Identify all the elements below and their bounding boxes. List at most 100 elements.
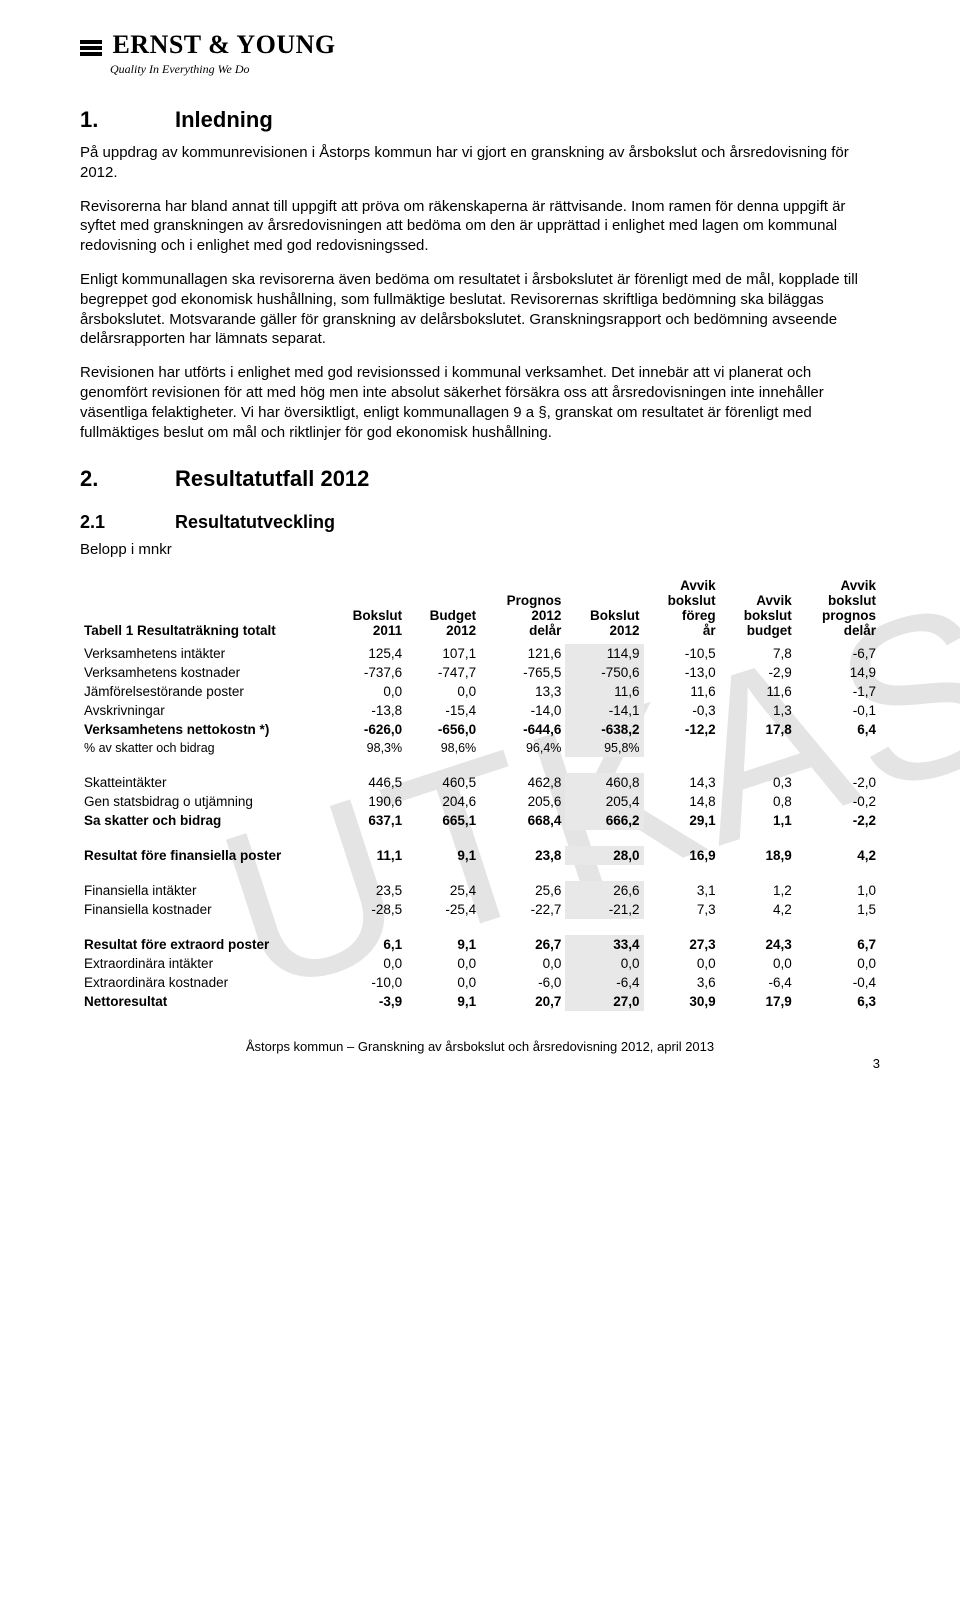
row-value: 13,3 — [480, 682, 565, 701]
row-value: 3,6 — [644, 973, 720, 992]
row-value: -644,6 — [480, 720, 565, 739]
row-value: 20,7 — [480, 992, 565, 1011]
row-value: -1,7 — [796, 682, 880, 701]
row-value: 462,8 — [480, 773, 565, 792]
row-value: 460,5 — [406, 773, 480, 792]
row-value: 0,0 — [328, 682, 406, 701]
row-value: 9,1 — [406, 992, 480, 1011]
row-value: 121,6 — [480, 644, 565, 663]
row-value: -0,3 — [644, 701, 720, 720]
row-value: 11,6 — [644, 682, 720, 701]
row-value: 665,1 — [406, 811, 480, 830]
row-value: -25,4 — [406, 900, 480, 919]
row-value: -750,6 — [565, 663, 643, 682]
row-value: -10,5 — [644, 644, 720, 663]
row-value — [796, 739, 880, 757]
row-value: -14,0 — [480, 701, 565, 720]
row-value: 6,3 — [796, 992, 880, 1011]
row-value: 1,1 — [720, 811, 796, 830]
row-value: 0,0 — [406, 682, 480, 701]
row-value: -626,0 — [328, 720, 406, 739]
row-value: 0,3 — [720, 773, 796, 792]
table-row: Nettoresultat-3,99,120,727,030,917,96,3 — [80, 992, 880, 1011]
row-value: 95,8% — [565, 739, 643, 757]
table-spacer — [80, 757, 880, 773]
row-value: 7,3 — [644, 900, 720, 919]
row-value: 0,0 — [644, 954, 720, 973]
row-value: 0,0 — [328, 954, 406, 973]
row-value: 0,0 — [565, 954, 643, 973]
row-value: 9,1 — [406, 846, 480, 865]
row-value: 6,1 — [328, 935, 406, 954]
row-value: 25,6 — [480, 881, 565, 900]
row-label: Sa skatter och bidrag — [80, 811, 328, 830]
row-value: 11,6 — [720, 682, 796, 701]
row-value: -15,4 — [406, 701, 480, 720]
company-logo: ERNST & YOUNG Quality In Everything We D… — [80, 30, 880, 77]
row-value: -3,9 — [328, 992, 406, 1011]
row-value: -6,4 — [720, 973, 796, 992]
table-body: Verksamhetens intäkter125,4107,1121,6114… — [80, 644, 880, 1011]
resultat-table: Tabell 1 Resultaträkning totalt Bokslut2… — [80, 576, 880, 1011]
row-value: -6,7 — [796, 644, 880, 663]
row-label: Verksamhetens nettokostn *) — [80, 720, 328, 739]
row-value: -0,4 — [796, 973, 880, 992]
row-value: -6,4 — [565, 973, 643, 992]
table-row: Skatteintäkter446,5460,5462,8460,814,30,… — [80, 773, 880, 792]
section-1-paragraph-4: Revisionen har utförts i enlighet med go… — [80, 363, 880, 442]
row-value: 11,1 — [328, 846, 406, 865]
table-row: Verksamhetens kostnader-737,6-747,7-765,… — [80, 663, 880, 682]
row-value: 666,2 — [565, 811, 643, 830]
units-note: Belopp i mnkr — [80, 541, 880, 558]
table-row: Sa skatter och bidrag637,1665,1668,4666,… — [80, 811, 880, 830]
section-2-1-heading: 2.1Resultatutveckling — [80, 512, 880, 533]
row-value: 0,8 — [720, 792, 796, 811]
row-value: 205,6 — [480, 792, 565, 811]
row-value: 637,1 — [328, 811, 406, 830]
row-value: 107,1 — [406, 644, 480, 663]
section-2-1-title: Resultatutveckling — [175, 512, 335, 532]
logo-bars-icon — [80, 40, 102, 58]
table-row: Resultat före finansiella poster11,19,12… — [80, 846, 880, 865]
logo-tagline: Quality In Everything We Do — [110, 62, 880, 77]
row-label: Gen statsbidrag o utjämning — [80, 792, 328, 811]
row-value: 14,8 — [644, 792, 720, 811]
row-label: Resultat före extraord poster — [80, 935, 328, 954]
row-value: -2,0 — [796, 773, 880, 792]
row-value: 0,0 — [480, 954, 565, 973]
row-value: 1,3 — [720, 701, 796, 720]
row-value: 668,4 — [480, 811, 565, 830]
row-label: Finansiella kostnader — [80, 900, 328, 919]
row-value: -0,1 — [796, 701, 880, 720]
row-value: 1,0 — [796, 881, 880, 900]
table-spacer — [80, 919, 880, 935]
row-value: -747,7 — [406, 663, 480, 682]
row-value: 17,8 — [720, 720, 796, 739]
row-value: 11,6 — [565, 682, 643, 701]
table-spacer — [80, 865, 880, 881]
row-label: Nettoresultat — [80, 992, 328, 1011]
table-row: Jämförelsestörande poster0,00,013,311,61… — [80, 682, 880, 701]
section-2-heading: 2.Resultatutfall 2012 — [80, 466, 880, 492]
row-value: 98,3% — [328, 739, 406, 757]
section-1-title: Inledning — [175, 107, 273, 132]
row-value: 190,6 — [328, 792, 406, 811]
row-value: 6,4 — [796, 720, 880, 739]
row-value: 3,1 — [644, 881, 720, 900]
row-value: -10,0 — [328, 973, 406, 992]
row-value: 18,9 — [720, 846, 796, 865]
section-2-number: 2. — [80, 466, 175, 492]
row-value: -12,2 — [644, 720, 720, 739]
row-value: 14,9 — [796, 663, 880, 682]
row-label: % av skatter och bidrag — [80, 739, 328, 757]
row-value: 29,1 — [644, 811, 720, 830]
row-value: 0,0 — [406, 973, 480, 992]
row-value: 1,2 — [720, 881, 796, 900]
row-value: -13,0 — [644, 663, 720, 682]
row-value: 4,2 — [796, 846, 880, 865]
section-1-paragraph-1: På uppdrag av kommunrevisionen i Åstorps… — [80, 143, 880, 183]
row-value: 446,5 — [328, 773, 406, 792]
row-value: -656,0 — [406, 720, 480, 739]
section-1-heading: 1.Inledning — [80, 107, 880, 133]
row-value: -28,5 — [328, 900, 406, 919]
